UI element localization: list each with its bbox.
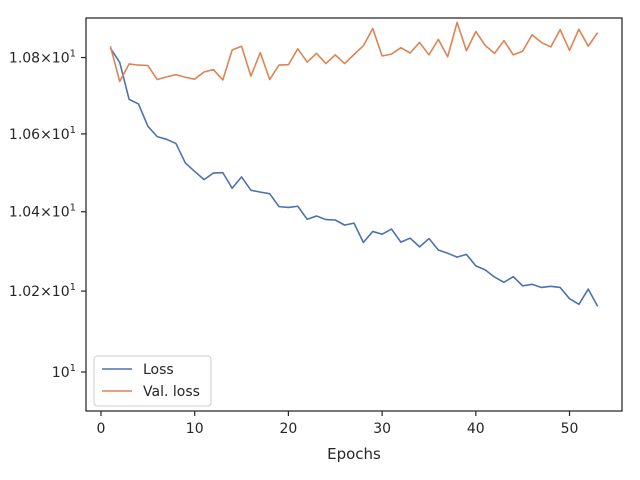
x-tick-label: 20 [279,421,297,437]
x-tick-label: 40 [467,421,485,437]
y-tick-label: 1.08×101 [9,49,76,67]
y-tick-label: 1.04×101 [9,203,76,221]
plot-frame [85,17,623,412]
y-tick-label: 1.02×101 [9,282,76,300]
legend-label: Loss [143,362,174,378]
x-axis: 0 10 20 30 40 50 [97,411,579,437]
y-tick-label: 101 [52,363,76,381]
legend: Loss Val. loss [93,355,212,407]
plot-area [85,17,623,412]
series-layer [109,21,599,307]
series-line-1 [109,21,599,83]
y-axis: 101 1.02×101 1.04×101 1.06×101 1.08×101 [9,49,86,381]
x-tick-label: 50 [561,421,579,437]
y-tick-label: 1.06×101 [9,125,76,143]
series-line-0 [109,47,599,307]
legend-label: Val. loss [143,384,200,400]
x-axis-label: Epochs [327,445,381,463]
x-tick-label: 30 [373,421,391,437]
x-tick-label: 0 [97,421,106,437]
x-tick-label: 10 [186,421,204,437]
